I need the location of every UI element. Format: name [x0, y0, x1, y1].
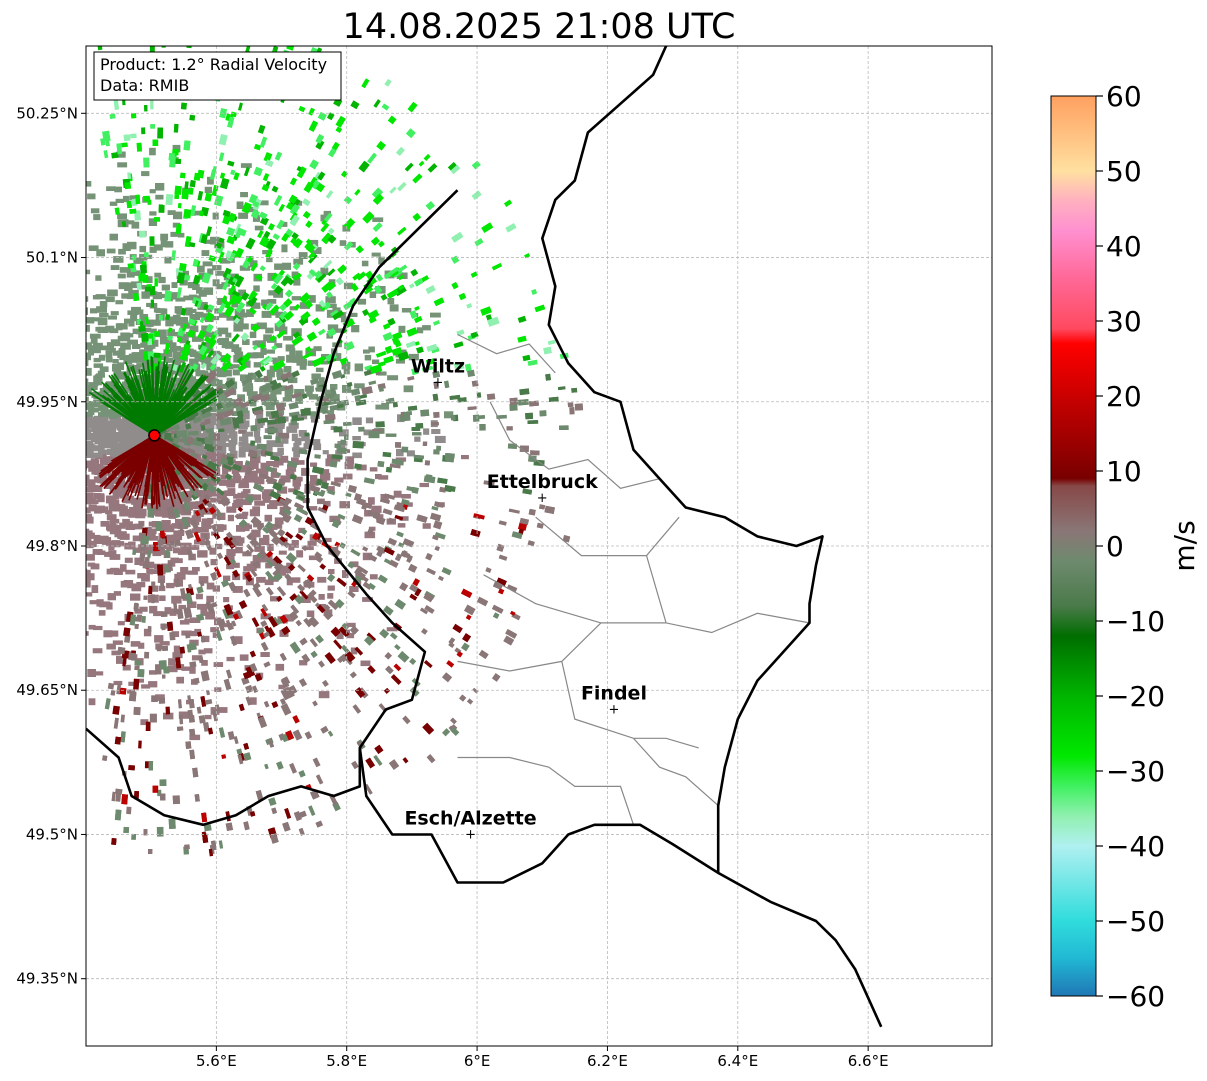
city-label: Wiltz [411, 356, 465, 378]
canton-border [483, 574, 667, 624]
colorbar-tick-label: 60 [1106, 80, 1142, 113]
city-label: Findel [581, 682, 647, 704]
lat-tick-label: 49.5°N [26, 825, 78, 843]
canton-border [633, 737, 719, 807]
lat-tick-label: 49.65°N [16, 681, 78, 699]
city-marker: + [433, 376, 444, 391]
lon-tick-label: 6°E [464, 1052, 491, 1070]
city-ettelbruck[interactable]: +Ettelbruck [487, 471, 598, 506]
country-border [306, 46, 824, 884]
colorbar-tick-label: 20 [1106, 380, 1142, 413]
lat-tick-label: 50.25°N [16, 104, 78, 122]
canton-border [645, 555, 810, 634]
canton-border [457, 622, 602, 672]
lat-tick-label: 49.8°N [26, 537, 78, 555]
colorbar-tick-label: −60 [1106, 980, 1165, 1013]
lon-tick-label: 5.8°E [326, 1052, 367, 1070]
lon-tick-label: 5.6°E [196, 1052, 237, 1070]
lat-tick-label: 50.1°N [26, 249, 78, 267]
canton-border [489, 401, 660, 489]
borders [86, 46, 883, 1028]
canton-border [457, 333, 556, 374]
map-title: 14.08.2025 21:08 UTC [343, 7, 736, 47]
colorbar-ticks: 60 50 40 30 20 10 0 −10 −20 −30 −40 −50 −60 [1096, 80, 1165, 1013]
longitude-ticks: 5.6°E 5.8°E 6°E 6.2°E 6.4°E 6.6°E [196, 1046, 889, 1070]
city-wiltz[interactable]: +Wiltz [411, 356, 465, 391]
lon-tick-label: 6.6°E [848, 1052, 889, 1070]
canton-border [535, 516, 680, 557]
colorbar-tick-label: 30 [1106, 305, 1142, 338]
lon-tick-label: 6.4°E [717, 1052, 758, 1070]
city-label: Esch/Alzette [404, 807, 536, 829]
belgium-france-border [86, 727, 362, 827]
lat-tick-label: 49.95°N [16, 393, 78, 411]
city-marker: + [609, 702, 620, 717]
colorbar-tick-label: −40 [1106, 830, 1165, 863]
lon-tick-label: 6.2°E [587, 1052, 628, 1070]
lat-tick-label: 49.35°N [16, 970, 78, 988]
colorbar-tick-label: −20 [1106, 680, 1165, 713]
colorbar-gradient [1050, 95, 1097, 997]
graticule [86, 46, 992, 1046]
radar-velocity-field [86, 46, 584, 857]
colorbar-tick-label: 50 [1106, 155, 1142, 188]
canton-border [457, 756, 635, 825]
city-labels: +Wiltz+Ettelbruck+Findel+Esch/Alzette [404, 356, 647, 843]
colorbar-tick-label: 0 [1106, 530, 1124, 563]
city-marker: + [465, 827, 476, 842]
city-label: Ettelbruck [487, 471, 598, 493]
colorbar: 60 50 40 30 20 10 0 −10 −20 −30 −40 −50 −60 m/s [1050, 80, 1201, 1013]
colorbar-unit-label: m/s [1168, 520, 1201, 571]
colorbar-tick-label: −10 [1106, 605, 1165, 638]
info-data-source: Data: RMIB [100, 76, 189, 95]
colorbar-tick-label: 40 [1106, 230, 1142, 263]
colorbar-tick-label: −30 [1106, 755, 1165, 788]
colorbar-tick-label: 10 [1106, 455, 1142, 488]
latitude-ticks: 50.25°N 50.1°N 49.95°N 49.8°N 49.65°N 49.5°N 4… [16, 104, 86, 988]
city-findel[interactable]: +Findel [581, 682, 647, 717]
radar-site-marker [148, 429, 161, 442]
map-panel[interactable]: +Wiltz+Ettelbruck+Findel+Esch/Alzette [0, 10, 993, 1047]
colorbar-tick-label: −50 [1106, 905, 1165, 938]
city-marker: + [537, 491, 548, 506]
country-border-southeast [717, 871, 883, 1028]
info-product: Product: 1.2° Radial Velocity [100, 55, 327, 74]
info-box: Product: 1.2° Radial Velocity Data: RMIB [93, 51, 342, 101]
city-esch-alzette[interactable]: +Esch/Alzette [404, 807, 536, 842]
